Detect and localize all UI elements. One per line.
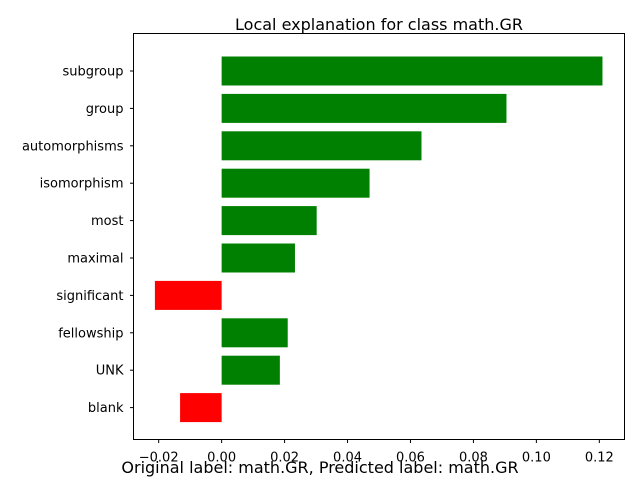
x-tick-label: 0.08	[459, 451, 488, 466]
bar-unk	[221, 355, 280, 385]
bar-most	[221, 206, 317, 236]
x-tick-label: −0.02	[139, 451, 179, 466]
bar-maximal	[221, 243, 295, 273]
y-tick-label: automorphisms	[22, 139, 124, 154]
y-tick-label: significant	[56, 289, 123, 304]
bar-fellowship	[221, 318, 288, 348]
y-tick-label: group	[86, 102, 124, 117]
x-tick-label: 0.12	[585, 451, 614, 466]
label-caption: Original label: math.GR, Predicted label…	[121, 458, 519, 477]
bar-significant	[154, 280, 222, 310]
y-tick-label: maximal	[67, 252, 123, 267]
y-tick-label: subgroup	[62, 65, 123, 80]
y-tick-label: blank	[88, 401, 124, 416]
y-tick-label: isomorphism	[40, 177, 124, 192]
y-tick-label: fellowship	[58, 326, 123, 341]
chart-title: Local explanation for class math.GR	[235, 15, 523, 34]
x-tick-label: 0.10	[522, 451, 551, 466]
y-tick-label: most	[91, 214, 124, 229]
bar-blank	[180, 393, 222, 423]
x-tick-label: 0.02	[270, 451, 299, 466]
x-tick-label: 0.00	[207, 451, 236, 466]
bar-subgroup	[221, 56, 603, 86]
bar-group	[221, 93, 507, 123]
x-tick-label: 0.06	[396, 451, 425, 466]
bar-isomorphism	[221, 168, 370, 198]
plot-frame	[133, 33, 625, 440]
y-tick-label: UNK	[96, 364, 124, 379]
x-tick-label: 0.04	[333, 451, 362, 466]
bar-automorphisms	[221, 131, 422, 161]
